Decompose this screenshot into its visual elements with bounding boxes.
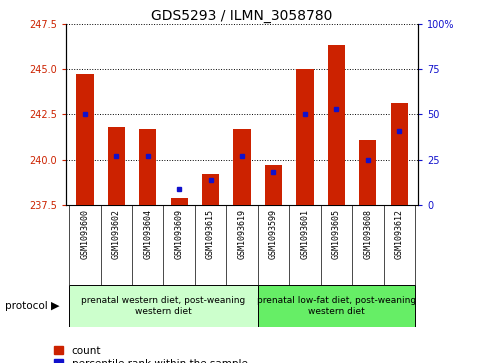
Text: protocol: protocol — [5, 301, 47, 311]
Bar — [264, 165, 282, 205]
Text: GSM1093604: GSM1093604 — [143, 209, 152, 259]
Text: GSM1093600: GSM1093600 — [80, 209, 89, 259]
Text: GSM1093619: GSM1093619 — [237, 209, 246, 259]
Bar — [296, 69, 313, 205]
Text: GSM1093615: GSM1093615 — [206, 209, 215, 259]
Text: GSM1093612: GSM1093612 — [394, 209, 403, 259]
Bar — [327, 45, 345, 205]
Text: GSM1093601: GSM1093601 — [300, 209, 309, 259]
Bar — [358, 140, 376, 205]
Text: GSM1093608: GSM1093608 — [363, 209, 371, 259]
Text: GSM1093599: GSM1093599 — [268, 209, 277, 259]
Text: GSM1093609: GSM1093609 — [174, 209, 183, 259]
Text: GSM1093602: GSM1093602 — [112, 209, 121, 259]
Text: prenatal low-fat diet, post-weaning
western diet: prenatal low-fat diet, post-weaning west… — [256, 296, 415, 315]
Text: ▶: ▶ — [51, 301, 60, 311]
FancyBboxPatch shape — [257, 285, 414, 327]
Text: prenatal western diet, post-weaning
western diet: prenatal western diet, post-weaning west… — [81, 296, 245, 315]
Bar — [170, 198, 187, 205]
FancyBboxPatch shape — [69, 285, 257, 327]
Bar — [233, 129, 250, 205]
Title: GDS5293 / ILMN_3058780: GDS5293 / ILMN_3058780 — [151, 9, 332, 23]
Text: GSM1093605: GSM1093605 — [331, 209, 340, 259]
Bar — [202, 174, 219, 205]
Bar — [76, 74, 93, 205]
Bar — [139, 129, 156, 205]
Bar — [107, 127, 125, 205]
Bar — [390, 103, 407, 205]
Legend: count, percentile rank within the sample: count, percentile rank within the sample — [54, 346, 247, 363]
